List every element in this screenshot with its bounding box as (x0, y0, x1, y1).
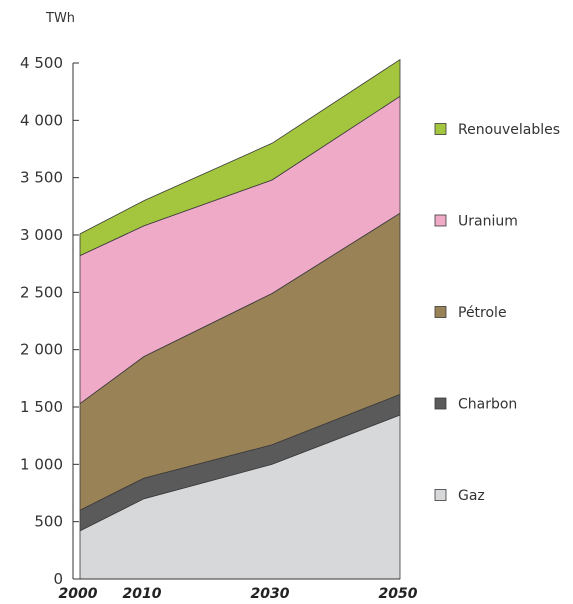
legend-swatch-gaz (434, 489, 447, 501)
y-axis-unit: TWh (45, 11, 75, 26)
y-tick-label: 4 000 (20, 111, 63, 129)
legend-label-uranium: Uranium (458, 214, 518, 230)
x-tick-label: 2000 (59, 586, 98, 602)
area-renouvelables (79, 58, 401, 257)
y-tick-label: 1 500 (20, 398, 63, 416)
legend-label-gaz: Gaz (458, 488, 485, 504)
x-tick-label: 2050 (379, 586, 418, 602)
y-axis-ticks: 0 500 1 000 1 500 2 000 2 500 3 000 3 500 4 000 4… (20, 54, 79, 588)
y-tick-label: 500 (34, 513, 63, 531)
axes (72, 63, 400, 580)
y-tick-label: 0 (53, 570, 63, 588)
y-tick-label: 1 000 (20, 455, 63, 473)
area-layers (79, 58, 401, 580)
y-tick-label: 4 500 (20, 54, 63, 72)
y-tick-label: 2 500 (20, 283, 63, 301)
x-tick-label: 2030 (251, 586, 290, 602)
legend-swatch-uranium (434, 214, 447, 227)
x-axis-ticks: 2000 2010 2030 2050 (59, 586, 418, 602)
y-tick-label: 3 000 (20, 226, 63, 244)
legend-label-charbon: Charbon (458, 397, 517, 413)
x-tick-label: 2010 (123, 586, 162, 602)
y-tick-label: 2 000 (20, 341, 63, 359)
legend-swatch-renouvelables (434, 123, 447, 135)
legend-swatch-petrole (434, 306, 447, 318)
legend-label-petrole: Pétrole (458, 305, 507, 321)
legend: Renouvelables Uranium Pétrole Charbon Gaz (434, 122, 560, 504)
legend-swatch-charbon (434, 397, 447, 410)
y-tick-label: 3 500 (20, 169, 63, 187)
legend-label-renouvelables: Renouvelables (458, 122, 560, 138)
